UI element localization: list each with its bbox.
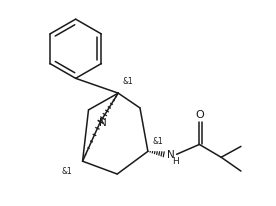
Text: N: N <box>99 118 107 128</box>
Text: &1: &1 <box>153 137 164 146</box>
Text: O: O <box>195 110 204 120</box>
Text: H: H <box>172 157 179 166</box>
Text: N: N <box>167 150 174 160</box>
Text: &1: &1 <box>62 167 73 176</box>
Text: &1: &1 <box>122 77 133 86</box>
